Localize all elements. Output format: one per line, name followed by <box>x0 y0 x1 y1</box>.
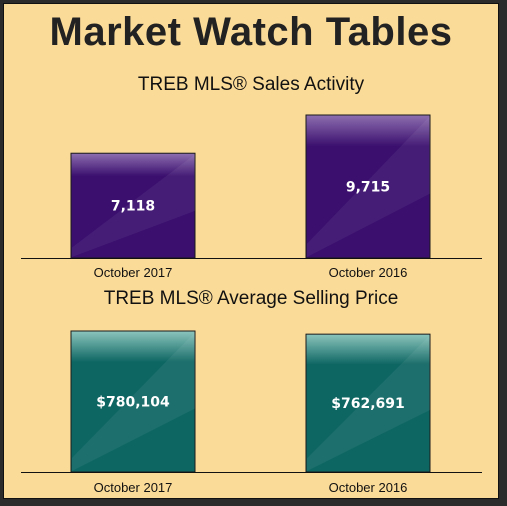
market-watch-panel: Market Watch Tables TREB MLS® Sales Acti… <box>3 3 499 499</box>
sales-activity-chart-title: TREB MLS® Sales Activity <box>137 74 365 95</box>
bar-0-0 <box>70 152 196 259</box>
category-label-0-0: October 2017 <box>94 265 173 280</box>
bar-value-label-0-1: 9,715 <box>346 180 390 196</box>
bar-shine-1-1 <box>307 335 430 471</box>
category-label-0-1: October 2016 <box>329 265 408 280</box>
category-label-1-1: October 2016 <box>329 480 408 495</box>
bar-value-label-0-0: 7,118 <box>111 199 155 215</box>
category-label-1-0: October 2017 <box>94 480 173 495</box>
bar-value-label-1-0: $780,104 <box>96 395 170 411</box>
selling-price-chart-title: TREB MLS® Average Selling Price <box>103 288 399 309</box>
bar-shine-1-0 <box>72 332 195 471</box>
bar-shine-0-1 <box>307 116 430 257</box>
bar-0-1 <box>305 114 431 259</box>
selling-price-chart: $780,104 October 2017 $762,691 October 2016 <box>21 330 482 495</box>
sales-activity-chart: 7,118 October 2017 9,715 October 2016 <box>21 114 482 280</box>
page-title: Market Watch Tables <box>49 10 453 54</box>
bar-shine-0-0 <box>72 154 195 257</box>
bar-value-label-1-1: $762,691 <box>331 396 405 412</box>
